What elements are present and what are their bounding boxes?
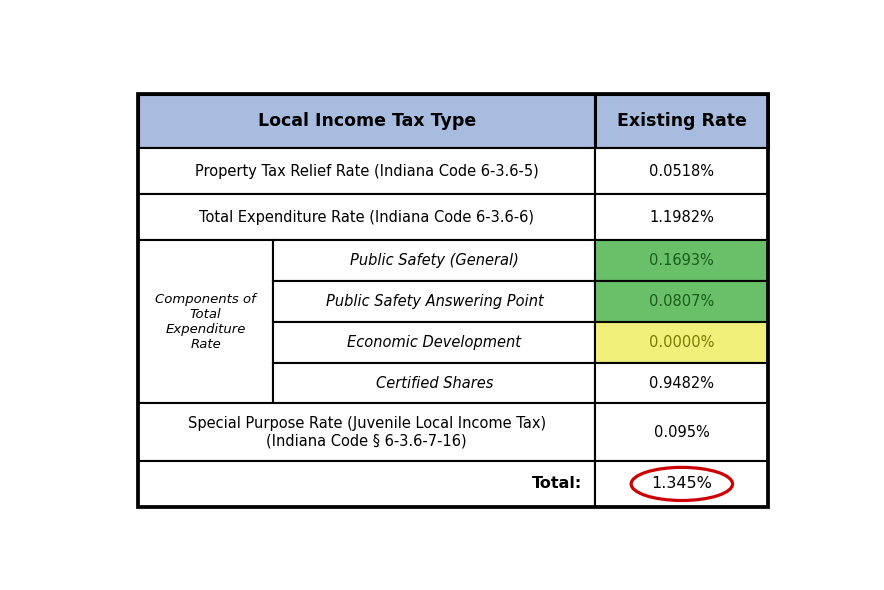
Text: Components of
Total
Expenditure
Rate: Components of Total Expenditure Rate: [156, 293, 256, 351]
Text: 1.1982%: 1.1982%: [650, 210, 714, 225]
Text: Economic Development: Economic Development: [347, 335, 522, 350]
Bar: [596, 240, 768, 281]
Bar: [596, 363, 768, 404]
Text: 0.0807%: 0.0807%: [649, 294, 714, 309]
Bar: [138, 93, 596, 149]
Text: 0.095%: 0.095%: [654, 425, 710, 440]
Text: Total:: Total:: [531, 477, 582, 491]
Bar: [273, 322, 596, 363]
Text: Total Expenditure Rate (Indiana Code 6-3.6-6): Total Expenditure Rate (Indiana Code 6-3…: [199, 210, 534, 225]
Bar: [596, 194, 768, 240]
Bar: [596, 149, 768, 194]
Bar: [138, 461, 596, 507]
Text: Special Purpose Rate (Juvenile Local Income Tax)
(Indiana Code § 6-3.6-7-16): Special Purpose Rate (Juvenile Local Inc…: [187, 416, 545, 448]
Text: 1.345%: 1.345%: [652, 477, 713, 491]
Text: 0.0000%: 0.0000%: [649, 335, 714, 350]
Text: Property Tax Relief Rate (Indiana Code 6-3.6-5): Property Tax Relief Rate (Indiana Code 6…: [194, 164, 538, 179]
Bar: [273, 240, 596, 281]
Bar: [596, 404, 768, 461]
Text: 0.9482%: 0.9482%: [650, 376, 714, 391]
Bar: [596, 281, 768, 322]
Bar: [273, 363, 596, 404]
Bar: [138, 240, 273, 404]
Text: 0.0518%: 0.0518%: [650, 164, 714, 179]
Bar: [596, 461, 768, 507]
Bar: [273, 281, 596, 322]
Bar: [596, 322, 768, 363]
Bar: [138, 404, 596, 461]
Text: Existing Rate: Existing Rate: [617, 112, 747, 130]
Bar: [596, 93, 768, 149]
Text: Local Income Tax Type: Local Income Tax Type: [257, 112, 476, 130]
Bar: [138, 194, 596, 240]
Text: Certified Shares: Certified Shares: [376, 376, 493, 391]
Text: Public Safety Answering Point: Public Safety Answering Point: [325, 294, 544, 309]
Bar: [138, 149, 596, 194]
Text: Public Safety (General): Public Safety (General): [350, 253, 519, 268]
Text: 0.1693%: 0.1693%: [650, 253, 714, 268]
